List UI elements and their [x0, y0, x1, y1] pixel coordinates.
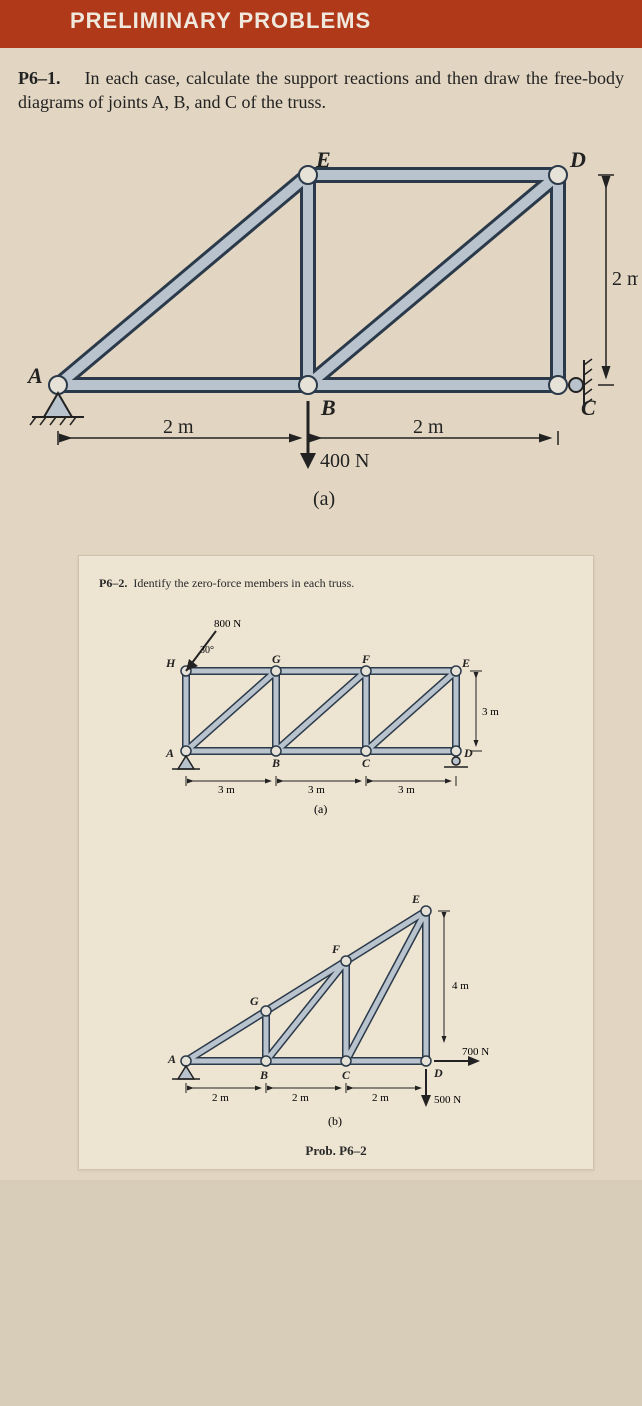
support-pin-a	[30, 393, 84, 425]
svg-text:C: C	[342, 1068, 351, 1082]
p6-1-tag: P6–1.	[18, 68, 61, 88]
svg-text:2 m: 2 m	[292, 1092, 309, 1104]
dim-v: 2 m	[612, 268, 638, 290]
svg-text:G: G	[250, 994, 259, 1008]
dim-h	[58, 431, 558, 445]
section-title: PRELIMINARY PROBLEMS	[70, 8, 371, 33]
svg-text:H: H	[165, 656, 176, 670]
truss-members	[58, 175, 558, 385]
svg-text:E: E	[315, 147, 331, 172]
svg-text:E: E	[411, 892, 420, 906]
p6-2-figure-a: 800 N 30° A B C D E F G H	[99, 611, 573, 821]
svg-text:800 N: 800 N	[214, 618, 241, 630]
svg-text:B: B	[271, 756, 280, 770]
p6-1-figure: A B C D E 400 N 2 m 2 m	[18, 135, 624, 525]
svg-text:30°: 30°	[200, 645, 214, 656]
fig-sublabel: (a)	[313, 488, 335, 510]
p6-2-inset: P6–2. Identify the zero-force members in…	[78, 555, 594, 1170]
svg-text:3 m: 3 m	[218, 784, 235, 796]
p6-2-figure-b: 700 N 500 N A B C D E F G	[99, 871, 573, 1131]
p6-2-tag: P6–2.	[99, 576, 127, 590]
svg-text:B: B	[259, 1068, 268, 1082]
svg-text:400 N: 400 N	[320, 450, 369, 472]
p6-2-text: Identify the zero-force members in each …	[133, 576, 354, 590]
svg-text:2 m: 2 m	[372, 1092, 389, 1104]
svg-text:F: F	[331, 942, 340, 956]
svg-text:3 m: 3 m	[308, 784, 325, 796]
dim-h1: 2 m	[163, 416, 194, 438]
section-header: PRELIMINARY PROBLEMS	[0, 0, 642, 48]
svg-text:E: E	[461, 656, 470, 670]
svg-text:A: A	[26, 363, 43, 388]
svg-text:F: F	[361, 652, 370, 666]
p6-1-text: In each case, calculate the support reac…	[18, 68, 624, 112]
svg-text:D: D	[433, 1066, 443, 1080]
svg-text:3 m: 3 m	[482, 706, 499, 718]
svg-text:A: A	[165, 746, 174, 760]
svg-text:A: A	[167, 1052, 176, 1066]
svg-text:500 N: 500 N	[434, 1094, 461, 1106]
svg-text:C: C	[581, 395, 596, 420]
p6-2-statement: P6–2. Identify the zero-force members in…	[99, 576, 573, 591]
svg-text:(b): (b)	[328, 1114, 342, 1128]
dim-h2: 2 m	[413, 416, 444, 438]
svg-text:4 m: 4 m	[452, 980, 469, 992]
svg-text:3 m: 3 m	[398, 784, 415, 796]
page-body: P6–1. In each case, calculate the suppor…	[0, 48, 642, 1180]
svg-text:700 N: 700 N	[462, 1046, 489, 1058]
p6-1-statement: P6–1. In each case, calculate the suppor…	[18, 66, 624, 115]
svg-text:G: G	[272, 652, 281, 666]
svg-text:2 m: 2 m	[212, 1092, 229, 1104]
svg-text:D: D	[463, 746, 473, 760]
svg-text:D: D	[569, 147, 586, 172]
svg-text:C: C	[362, 756, 371, 770]
prob-footer: Prob. P6–2	[99, 1143, 573, 1159]
svg-text:(a): (a)	[314, 802, 327, 816]
svg-text:B: B	[320, 395, 336, 420]
